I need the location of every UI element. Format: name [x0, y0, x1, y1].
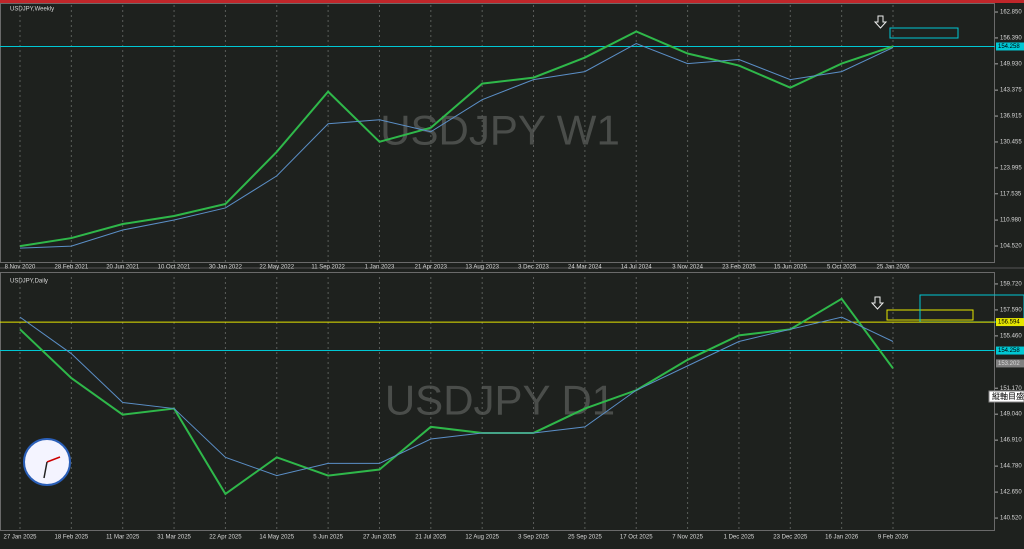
x-tick-label: 14 May 2025 [259, 535, 294, 541]
clock [23, 438, 71, 486]
x-tick-label: 3 Sep 2025 [518, 535, 549, 541]
x-tick-label: 21 Jul 2025 [415, 535, 447, 541]
price-label-box [996, 318, 1024, 327]
x-tick-label: 21 Apr 2023 [415, 265, 448, 271]
zone-box [886, 309, 974, 321]
y-tick-label: 136.915 [1000, 114, 1022, 120]
x-tick-label: 3 Nov 2024 [672, 265, 703, 271]
x-tick-label: 9 Feb 2026 [878, 535, 909, 541]
last-price-label: 153.202 [998, 361, 1020, 367]
price-label: 154.258 [998, 348, 1020, 354]
arrow-icon [873, 15, 888, 29]
x-tick-label: 30 Jan 2022 [209, 265, 243, 271]
y-tick-label: 146.910 [1000, 438, 1022, 444]
x-tick-label: 3 Dec 2023 [518, 265, 549, 271]
y-tick-label: 144.780 [1000, 464, 1022, 470]
x-tick-label: 28 Feb 2021 [55, 265, 89, 271]
x-tick-label: 17 Oct 2025 [620, 535, 653, 541]
x-tick-label: 27 Jan 2025 [3, 535, 37, 541]
y-tick-label: 159.720 [1000, 282, 1022, 288]
y-tick-label: 140.520 [1000, 516, 1022, 522]
x-tick-label: 11 Mar 2025 [106, 535, 140, 541]
x-tick-label: 14 Jul 2024 [621, 265, 653, 271]
x-tick-label: 27 Jun 2025 [363, 535, 397, 541]
x-tick-label: 31 Mar 2025 [157, 535, 191, 541]
price-label: 154.258 [998, 44, 1020, 50]
x-tick-label: 5 Oct 2025 [827, 265, 857, 271]
x-tick-label: 22 May 2022 [259, 265, 294, 271]
price-label-box [996, 42, 1024, 51]
x-tick-label: 18 Feb 2025 [55, 535, 89, 541]
top-bar [0, 0, 1024, 3]
price-line [19, 42, 894, 249]
y-tick-label: 151.170 [1000, 386, 1022, 392]
price-line [19, 297, 894, 496]
x-tick-label: 10 Oct 2021 [158, 265, 191, 271]
tooltip-box [988, 390, 1024, 403]
y-tick-label: 155.460 [1000, 333, 1022, 339]
arrow-icon [870, 296, 885, 310]
x-tick-label: 23 Dec 2025 [773, 535, 808, 541]
x-tick-label: 7 Nov 2025 [672, 535, 703, 541]
y-tick-label: 130.455 [1000, 140, 1022, 146]
x-tick-label: 25 Jan 2026 [876, 265, 910, 271]
y-tick-label: 110.980 [1000, 218, 1022, 224]
chart-title: USDJPY,Daily [10, 279, 48, 285]
x-tick-label: 25 Sep 2025 [568, 535, 603, 541]
last-price-box [996, 359, 1024, 368]
x-tick-label: 12 Aug 2025 [465, 535, 499, 541]
watermark: USDJPY W1 [380, 107, 620, 154]
y-tick-label: 104.520 [1000, 244, 1022, 250]
y-tick-label: 117.535 [1000, 191, 1022, 197]
watermark: USDJPY D1 [385, 377, 615, 424]
x-tick-label: 1 Dec 2025 [724, 535, 755, 541]
y-tick-label: 123.995 [1000, 165, 1022, 171]
x-tick-label: 5 Jun 2025 [313, 535, 343, 541]
y-tick-label: 149.930 [1000, 61, 1022, 67]
price-label: 156.594 [998, 320, 1020, 326]
x-tick-label: 23 Feb 2025 [722, 265, 756, 271]
price-line [19, 30, 894, 248]
panel-frame [0, 3, 995, 263]
x-tick-label: 8 Nov 2020 [5, 265, 36, 271]
y-tick-label: 142.650 [1000, 490, 1022, 496]
y-tick-label: 149.040 [1000, 412, 1022, 418]
x-tick-label: 15 Jun 2025 [774, 265, 808, 271]
chart-title: USDJPY,Weekly [10, 7, 54, 13]
price-label-box [996, 346, 1024, 355]
y-tick-label: 162.850 [1000, 10, 1022, 16]
x-tick-label: 13 Aug 2023 [465, 265, 499, 271]
zone-box [889, 27, 959, 39]
price-line [19, 316, 894, 477]
y-tick-label: 156.390 [1000, 36, 1022, 42]
x-tick-label: 22 Apr 2025 [209, 535, 242, 541]
x-tick-label: 1 Jan 2023 [365, 265, 395, 271]
tooltip: 縦軸目盛 [992, 391, 1024, 401]
x-tick-label: 16 Jan 2026 [825, 535, 859, 541]
x-tick-label: 11 Sep 2022 [311, 265, 345, 271]
x-tick-label: 24 Mar 2024 [568, 265, 602, 271]
y-tick-label: 143.375 [1000, 88, 1022, 94]
x-tick-label: 20 Jun 2021 [106, 265, 140, 271]
y-tick-label: 157.590 [1000, 307, 1022, 313]
